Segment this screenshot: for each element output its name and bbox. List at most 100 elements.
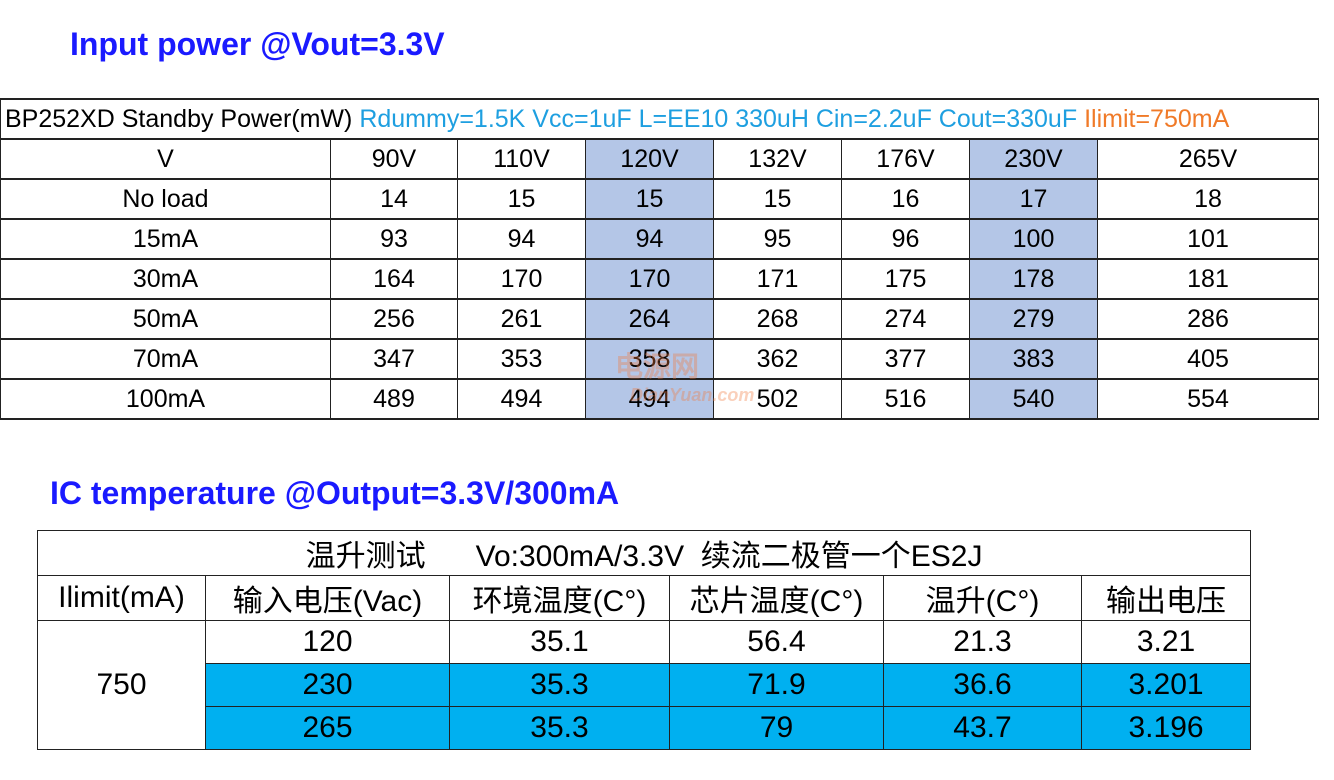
cell: 18 [1097,179,1320,220]
cell: 36.6 [883,663,1082,707]
cell: 181 [1097,259,1320,300]
cell: 265 [205,706,450,750]
cell: 3.21 [1080,620,1252,664]
cell: 170 [457,259,586,300]
cell: 347 [330,339,458,380]
data-row: 265 35.3 79 43.7 3.196 [38,706,1252,750]
cell: 279 [969,299,1098,340]
cell: 377 [841,339,970,380]
cell: 268 [713,299,842,340]
header-cell: 110V [457,139,586,180]
cell: 17 [969,179,1098,220]
data-row: 750 120 35.1 56.4 21.3 3.21 [37,620,1252,750]
cell: 35.1 [449,620,670,664]
cell: 256 [330,299,458,340]
cell: 171 [713,259,842,300]
header-cell: 输出电压 [1080,575,1252,621]
cell: 101 [1097,219,1320,260]
cell: 15 [457,179,586,220]
cell: 95 [713,219,842,260]
cell: 35.3 [449,663,670,707]
cell: 3.201 [1080,663,1252,707]
cell: 100mA [0,379,331,420]
cell: 15mA [0,219,331,260]
cell: 70mA [0,339,331,380]
data-row: 50mA 256 261 264 268 274 279 286 [0,299,1320,340]
header-cell: 温升(C°) [883,575,1082,621]
cell: 35.3 [449,706,670,750]
caption-row: BP252XD Standby Power(mW) Rdummy=1.5K Vc… [0,98,1320,140]
cell: 178 [969,259,1098,300]
header-cell: V [0,139,331,180]
data-row: 30mA 164 170 170 171 175 178 181 [0,259,1320,300]
cell: 494 [585,379,714,420]
cell: 175 [841,259,970,300]
group-cell: 750 [37,620,206,750]
cell: 362 [713,339,842,380]
cell: 3.196 [1080,706,1252,750]
cell: 164 [330,259,458,300]
cell: 274 [841,299,970,340]
data-row: 230 35.3 71.9 36.6 3.201 [38,663,1252,707]
cell: 14 [330,179,458,220]
caption-row: 温升测试 Vo:300mA/3.3V 续流二极管一个ES2J [36,530,1252,576]
cell: 100 [969,219,1098,260]
header-cell: 132V [713,139,842,180]
cell: 540 [969,379,1098,420]
header-cell: 90V [330,139,458,180]
cell: 16 [841,179,970,220]
caption-part: Rdummy=1.5K Vcc=1uF L=EE10 330uH Cin=2.2… [359,104,1078,133]
data-row: No load 14 15 15 15 16 17 18 [0,179,1320,220]
cell: 50mA [0,299,331,340]
header-cell: 265V [1097,139,1320,180]
cell: 96 [841,219,970,260]
cell: 94 [457,219,586,260]
section-title: IC temperature @Output=3.3V/300mA [50,475,620,511]
cell: 383 [969,339,1098,380]
cell: 286 [1097,299,1320,340]
cell: 21.3 [883,620,1082,664]
standby-power-table: BP252XD Standby Power(mW) Rdummy=1.5K Vc… [0,98,1320,420]
data-row: 100mA 489 494 494 502 516 540 554 [0,379,1320,420]
caption-part: BP252XD Standby Power(mW) [5,104,353,133]
header-cell: Ilimit(mA) [37,575,206,621]
cell: No load [0,179,331,220]
cell: 554 [1097,379,1320,420]
cell: 494 [457,379,586,420]
caption: BP252XD Standby Power(mW) Rdummy=1.5K Vc… [0,98,1320,140]
section-title: Input power @Vout=3.3V [70,26,445,62]
cell: 358 [585,339,714,380]
cell: 120 [205,620,450,664]
cell: 405 [1097,339,1320,380]
cell: 489 [330,379,458,420]
header-cell: 输入电压(Vac) [205,575,450,621]
cell: 79 [669,706,884,750]
cell: 230 [205,663,450,707]
header-cell: 120V [585,139,714,180]
cell: 94 [585,219,714,260]
header-cell: 芯片温度(C°) [669,575,884,621]
cell: 71.9 [669,663,884,707]
temperature-table: 温升测试 Vo:300mA/3.3V 续流二极管一个ES2J Ilimit(mA… [36,530,1252,750]
cell: 264 [585,299,714,340]
cell: 30mA [0,259,331,300]
caption-part: Ilimit=750mA [1084,104,1230,133]
cell: 93 [330,219,458,260]
cell: 170 [585,259,714,300]
header-row: Ilimit(mA) 输入电压(Vac) 环境温度(C°) 芯片温度(C°) 温升(C°… [37,575,1252,621]
header-row: V 90V 110V 120V 132V 176V 230V 265V [0,139,1320,180]
header-cell: 176V [841,139,970,180]
caption: 温升测试 Vo:300mA/3.3V 续流二极管一个ES2J [36,530,1252,576]
cell: 502 [713,379,842,420]
cell: 15 [585,179,714,220]
cell: 56.4 [669,620,884,664]
cell: 43.7 [883,706,1082,750]
header-cell: 230V [969,139,1098,180]
header-cell: 环境温度(C°) [449,575,670,621]
cell: 15 [713,179,842,220]
cell: 353 [457,339,586,380]
data-row: 70mA 347 353 358 362 377 383 405 [0,339,1320,380]
data-row: 15mA 93 94 94 95 96 100 101 [0,219,1320,260]
cell: 516 [841,379,970,420]
